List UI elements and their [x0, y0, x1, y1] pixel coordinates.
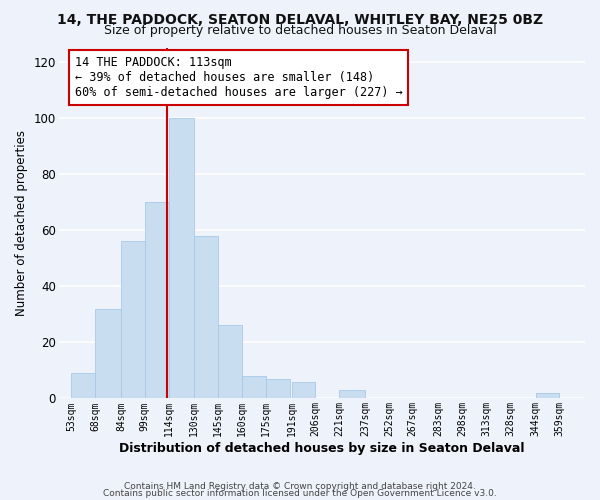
Text: Contains HM Land Registry data © Crown copyright and database right 2024.: Contains HM Land Registry data © Crown c… [124, 482, 476, 491]
Text: 14, THE PADDOCK, SEATON DELAVAL, WHITLEY BAY, NE25 0BZ: 14, THE PADDOCK, SEATON DELAVAL, WHITLEY… [57, 12, 543, 26]
Text: 14 THE PADDOCK: 113sqm
← 39% of detached houses are smaller (148)
60% of semi-de: 14 THE PADDOCK: 113sqm ← 39% of detached… [74, 56, 403, 99]
Bar [266, 379, 290, 398]
Text: Contains public sector information licensed under the Open Government Licence v3: Contains public sector information licen… [103, 490, 497, 498]
Bar [218, 326, 242, 398]
Bar [145, 202, 169, 398]
X-axis label: Distribution of detached houses by size in Seaton Delaval: Distribution of detached houses by size … [119, 442, 524, 455]
Text: Size of property relative to detached houses in Seaton Delaval: Size of property relative to detached ho… [104, 24, 496, 37]
Bar [95, 308, 121, 398]
Bar [169, 118, 194, 398]
Y-axis label: Number of detached properties: Number of detached properties [15, 130, 28, 316]
Bar [536, 393, 559, 398]
Bar [194, 236, 218, 398]
Bar [121, 241, 145, 398]
Bar [292, 382, 316, 398]
Bar [71, 373, 95, 398]
Bar [340, 390, 365, 398]
Bar [242, 376, 266, 398]
